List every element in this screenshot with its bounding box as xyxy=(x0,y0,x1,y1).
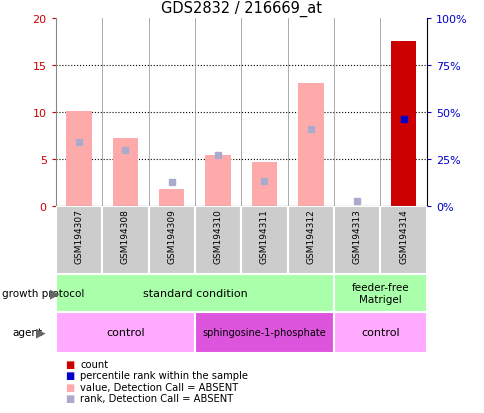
Text: GSM194308: GSM194308 xyxy=(121,209,130,263)
Bar xyxy=(195,312,333,353)
Bar xyxy=(287,206,333,275)
Title: GDS2832 / 216669_at: GDS2832 / 216669_at xyxy=(161,1,321,17)
Text: rank, Detection Call = ABSENT: rank, Detection Call = ABSENT xyxy=(80,393,233,403)
Text: ■: ■ xyxy=(65,393,75,403)
Text: value, Detection Call = ABSENT: value, Detection Call = ABSENT xyxy=(80,382,238,392)
Text: growth protocol: growth protocol xyxy=(2,288,85,298)
Text: sphingosine-1-phosphate: sphingosine-1-phosphate xyxy=(202,328,326,337)
Bar xyxy=(56,206,102,275)
Text: GSM194310: GSM194310 xyxy=(213,209,222,263)
Bar xyxy=(66,112,91,206)
Bar xyxy=(333,275,426,312)
Bar xyxy=(333,312,426,353)
Bar xyxy=(379,206,426,275)
Text: ■: ■ xyxy=(65,370,75,380)
Text: ■: ■ xyxy=(65,359,75,369)
Text: control: control xyxy=(361,328,399,337)
Text: ▶: ▶ xyxy=(36,326,46,339)
Bar xyxy=(56,312,195,353)
Bar xyxy=(390,42,415,206)
Text: GSM194311: GSM194311 xyxy=(259,209,269,263)
Bar xyxy=(148,206,195,275)
Text: GSM194307: GSM194307 xyxy=(75,209,83,263)
Bar xyxy=(195,206,241,275)
Bar xyxy=(333,206,379,275)
Bar xyxy=(205,156,230,206)
Text: GSM194313: GSM194313 xyxy=(352,209,361,263)
Bar xyxy=(159,190,184,206)
Text: count: count xyxy=(80,359,108,369)
Text: control: control xyxy=(106,328,144,337)
Bar xyxy=(112,139,138,206)
Bar xyxy=(241,206,287,275)
Text: percentile rank within the sample: percentile rank within the sample xyxy=(80,370,247,380)
Text: GSM194314: GSM194314 xyxy=(398,209,407,263)
Text: agent: agent xyxy=(12,328,42,337)
Text: feeder-free
Matrigel: feeder-free Matrigel xyxy=(351,282,408,304)
Bar xyxy=(56,275,333,312)
Text: ▶: ▶ xyxy=(50,287,60,300)
Bar xyxy=(298,83,323,206)
Text: GSM194309: GSM194309 xyxy=(167,209,176,263)
Bar xyxy=(102,206,148,275)
Text: standard condition: standard condition xyxy=(142,288,247,298)
Bar xyxy=(251,163,277,206)
Text: GSM194312: GSM194312 xyxy=(306,209,315,263)
Text: ■: ■ xyxy=(65,382,75,392)
